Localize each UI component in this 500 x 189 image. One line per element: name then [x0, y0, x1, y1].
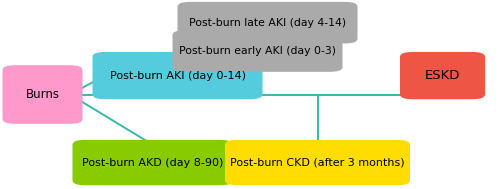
Text: Post-burn late AKI (day 4-14): Post-burn late AKI (day 4-14) — [189, 18, 346, 28]
Text: Post-burn AKD (day 8-90): Post-burn AKD (day 8-90) — [82, 158, 223, 167]
Text: Post-burn CKD (after 3 months): Post-burn CKD (after 3 months) — [230, 158, 405, 167]
FancyBboxPatch shape — [178, 2, 358, 43]
FancyBboxPatch shape — [92, 52, 262, 99]
Text: Post-burn early AKI (day 0-3): Post-burn early AKI (day 0-3) — [179, 46, 336, 56]
FancyBboxPatch shape — [172, 30, 342, 72]
Text: Burns: Burns — [26, 88, 60, 101]
FancyBboxPatch shape — [2, 65, 82, 124]
FancyBboxPatch shape — [72, 140, 233, 185]
FancyBboxPatch shape — [225, 140, 410, 185]
Text: ESKD: ESKD — [425, 69, 460, 82]
FancyBboxPatch shape — [400, 52, 485, 99]
Text: Post-burn AKI (day 0-14): Post-burn AKI (day 0-14) — [110, 71, 246, 81]
